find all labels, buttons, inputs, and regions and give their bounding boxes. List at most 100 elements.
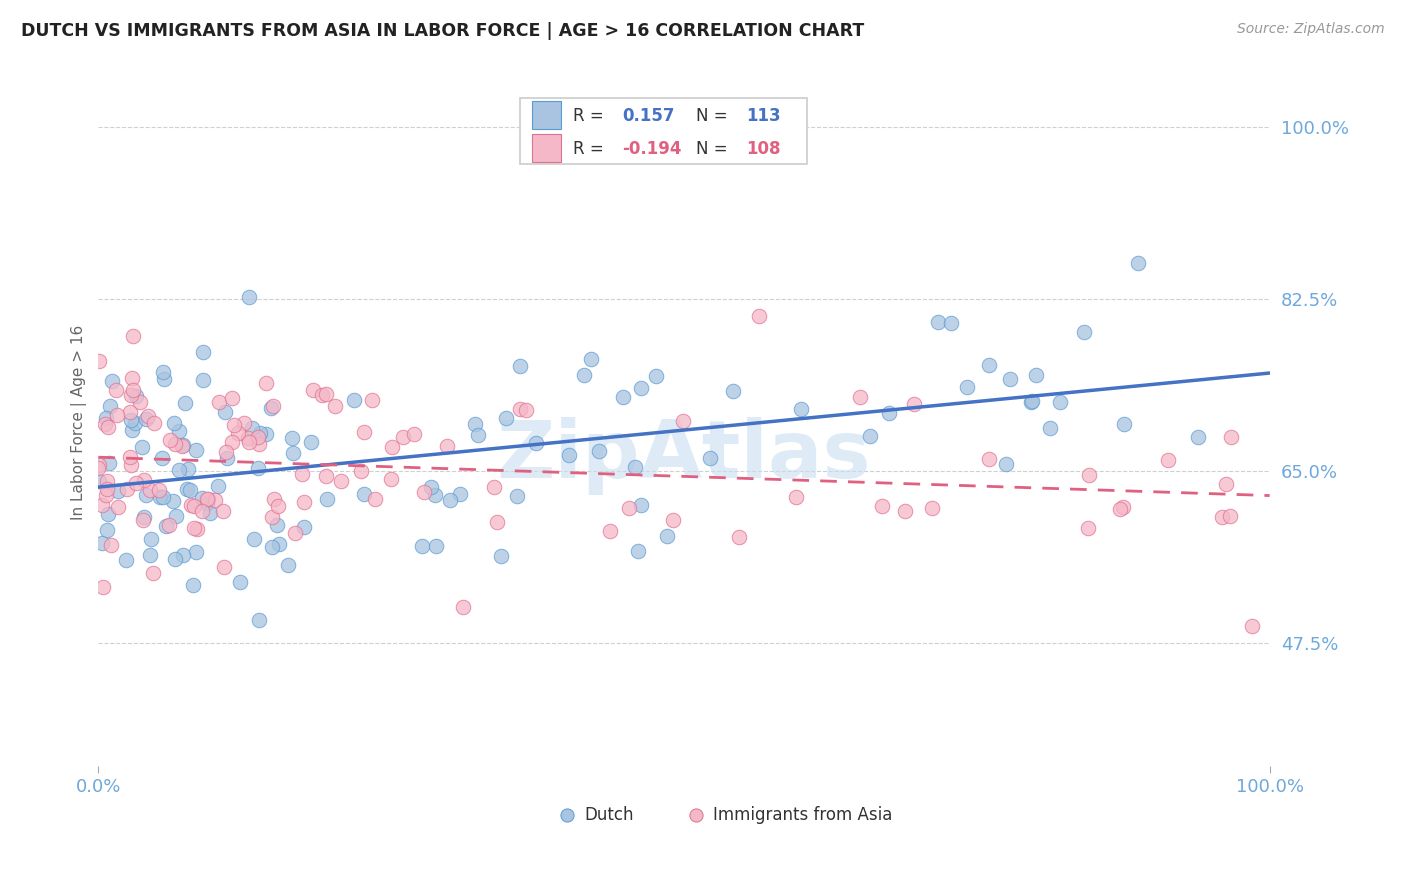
Text: Immigrants from Asia: Immigrants from Asia (713, 805, 893, 823)
Point (927, 315, 949, 329)
Point (894, 503, 917, 517)
Point (1219, 509, 1241, 524)
Point (657, 529, 679, 543)
Point (190, 504, 212, 518)
Point (198, 506, 221, 520)
Point (451, 600, 474, 615)
Point (505, 489, 527, 503)
Point (1211, 509, 1233, 524)
Point (120, 412, 142, 426)
Point (120, 450, 142, 465)
Point (89, 458, 111, 473)
Point (672, 413, 695, 427)
Point (921, 500, 943, 515)
Point (142, 566, 165, 580)
Point (291, 467, 314, 481)
Y-axis label: In Labor Force | Age > 16: In Labor Force | Age > 16 (72, 325, 87, 519)
Point (97, 508, 120, 522)
Point (350, 464, 373, 478)
Point (579, 351, 602, 366)
Point (215, 445, 238, 459)
Point (184, 443, 207, 458)
Point (150, 450, 173, 465)
Point (212, 504, 235, 518)
FancyBboxPatch shape (520, 98, 807, 163)
Point (849, 390, 872, 404)
Point (877, 406, 900, 420)
Point (177, 461, 200, 475)
Point (872, 499, 894, 513)
Point (162, 494, 184, 508)
Point (96, 482, 118, 496)
Point (143, 416, 166, 430)
Point (260, 510, 283, 524)
Point (214, 405, 236, 419)
Point (301, 383, 323, 397)
Point (420, 480, 443, 494)
Point (166, 509, 188, 524)
Point (115, 553, 138, 567)
Point (941, 317, 963, 331)
Point (1073, 325, 1095, 339)
Point (284, 525, 307, 540)
Point (1049, 395, 1071, 409)
Point (121, 423, 143, 437)
Point (623, 460, 645, 475)
Point (132, 513, 155, 527)
Bar (531, 102, 561, 128)
Text: Source: ZipAtlas.com: Source: ZipAtlas.com (1237, 22, 1385, 37)
Point (361, 393, 384, 408)
Point (1112, 417, 1135, 431)
Point (195, 492, 218, 507)
Point (316, 491, 339, 506)
Point (247, 461, 270, 475)
Text: R =: R = (572, 140, 609, 158)
Point (662, 513, 685, 527)
Point (267, 537, 290, 551)
Point (163, 417, 186, 431)
Point (495, 410, 517, 425)
Text: 108: 108 (747, 140, 780, 158)
Point (343, 393, 366, 408)
Point (139, 483, 162, 498)
Point (94, 417, 117, 432)
Point (107, 484, 129, 499)
Text: N =: N = (696, 140, 733, 158)
Point (184, 545, 207, 559)
Point (956, 380, 979, 394)
Point (229, 574, 252, 589)
Point (425, 539, 447, 553)
Point (411, 539, 433, 553)
Point (485, 516, 508, 530)
Point (128, 394, 150, 409)
Point (120, 458, 142, 472)
Point (644, 369, 666, 384)
Point (381, 440, 404, 454)
Text: R =: R = (572, 107, 609, 126)
Point (183, 521, 205, 535)
Point (627, 544, 650, 558)
Point (1112, 500, 1135, 514)
Point (277, 558, 299, 572)
Point (153, 371, 176, 385)
Point (240, 420, 263, 434)
Point (979, 451, 1001, 466)
Point (212, 560, 235, 574)
Point (859, 428, 882, 442)
Point (1109, 502, 1132, 516)
Point (135, 411, 157, 425)
Point (998, 372, 1021, 386)
Point (195, 496, 218, 510)
Point (89, 354, 111, 368)
Point (96, 487, 118, 501)
Point (260, 401, 283, 416)
Point (903, 397, 925, 411)
Point (96, 474, 118, 488)
Point (509, 401, 531, 416)
Point (238, 290, 260, 304)
Point (125, 475, 148, 490)
Point (599, 524, 621, 539)
Text: 0.157: 0.157 (621, 107, 675, 126)
Point (139, 548, 162, 562)
Point (124, 416, 146, 430)
